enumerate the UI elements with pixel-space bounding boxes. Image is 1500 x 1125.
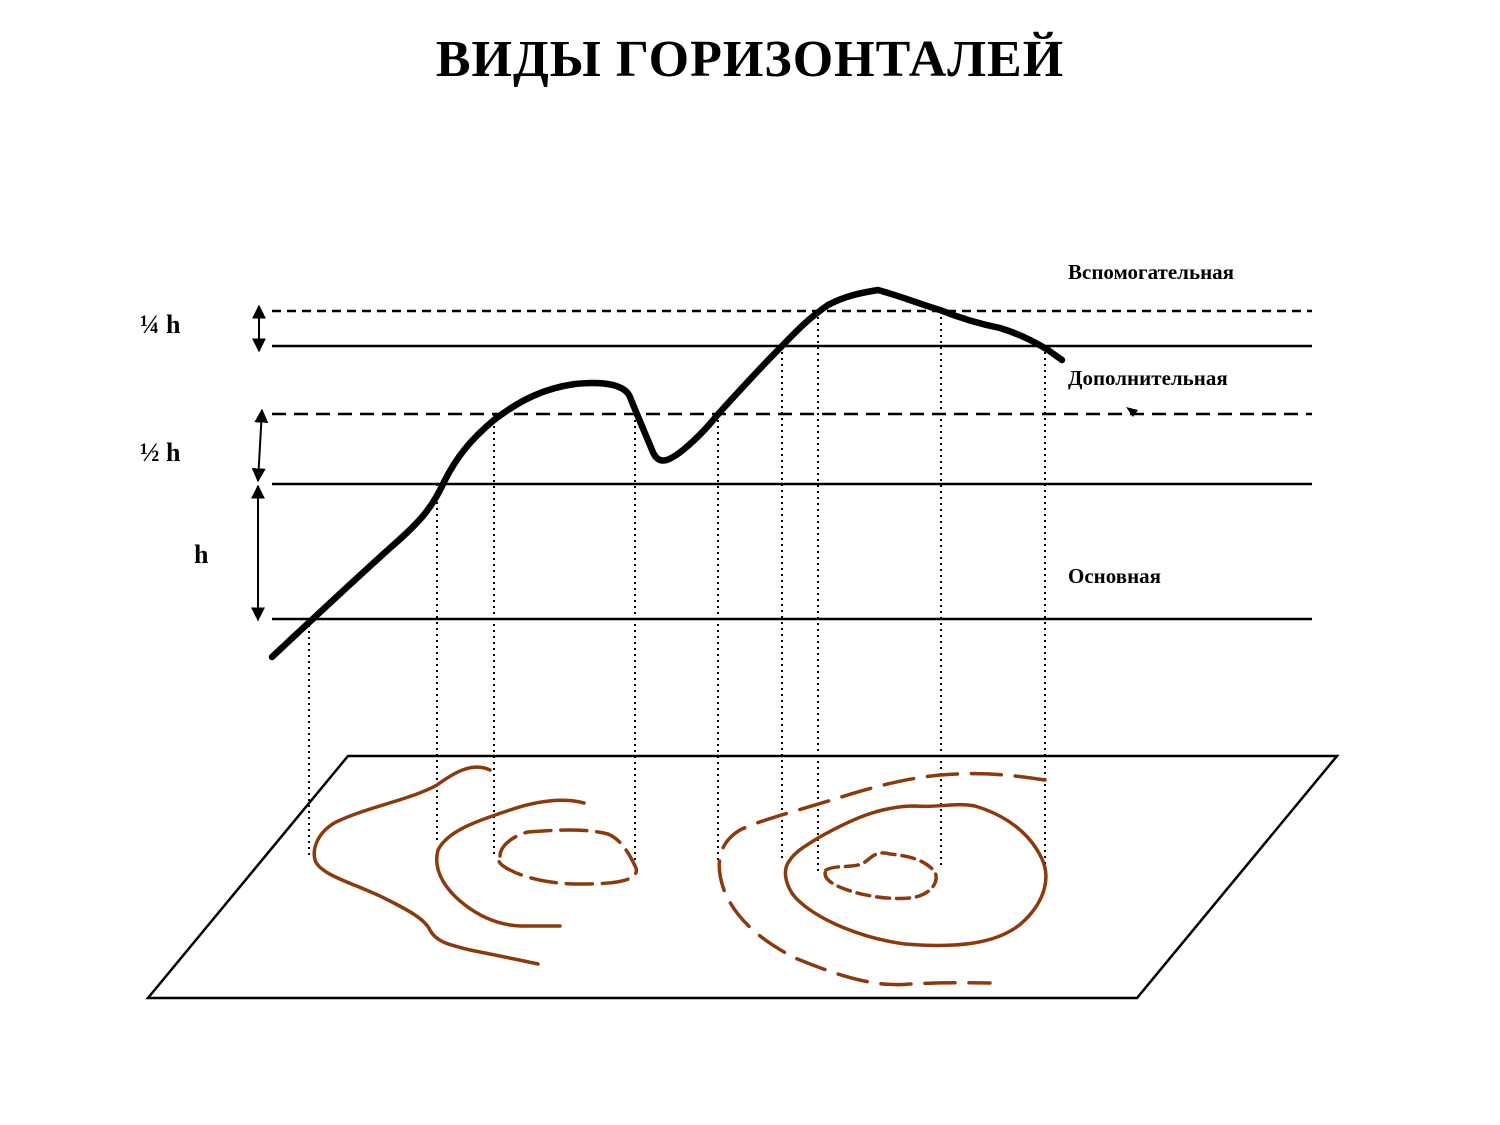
projection-lines	[308, 311, 1046, 875]
level-lines	[272, 309, 1312, 621]
label-full-h: h	[194, 540, 209, 569]
label-quarter-h: ¼ h	[140, 310, 181, 339]
map-plane	[145, 754, 1340, 1000]
label-main-contour: Основная	[1068, 564, 1162, 588]
diagram-title: ВИДЫ ГОРИЗОНТАЛЕЙ	[435, 31, 1065, 88]
map-contours	[312, 765, 1048, 987]
main-contour-right	[783, 802, 1048, 948]
half-h-arrow	[251, 408, 269, 483]
terrain-profile	[268, 286, 1066, 661]
pointer-mark	[1126, 407, 1138, 417]
label-half-h: ½ h	[140, 438, 181, 467]
label-additional-contour: Дополнительная	[1068, 366, 1228, 390]
main-contour-middle-left	[435, 798, 586, 928]
auxiliary-contour-right	[823, 851, 938, 901]
main-contour-outer-left	[312, 765, 540, 966]
additional-contour-right-outer	[717, 771, 1047, 987]
label-auxiliary-contour: Вспомогательная	[1068, 260, 1235, 284]
additional-contour-left	[496, 828, 638, 886]
height-arrows	[251, 304, 269, 622]
